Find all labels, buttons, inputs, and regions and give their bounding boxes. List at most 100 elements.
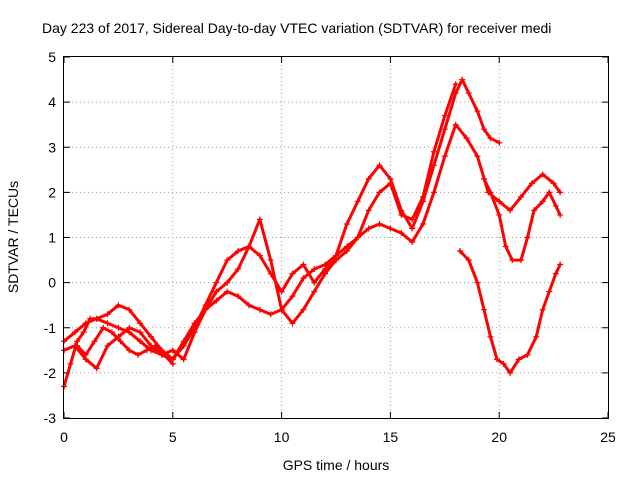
data-point [191,329,198,336]
data-point [480,306,487,313]
data-point [487,135,494,142]
data-point [152,342,159,349]
data-point [117,338,124,345]
data-point [213,288,220,295]
series-4 [457,248,564,376]
data-point [515,356,522,363]
data-point [546,189,553,196]
data-point [524,234,531,241]
data-point [517,257,524,264]
data-point [245,243,252,250]
y-tick-label: 2 [48,184,56,200]
data-point [126,347,133,354]
data-point [387,180,394,187]
data-point [376,220,383,227]
data-point [169,347,176,354]
data-point [398,211,405,218]
data-series [61,76,564,390]
data-point [82,351,89,358]
data-point [465,257,472,264]
series-2 [61,121,564,363]
data-point [502,243,509,250]
data-point [104,320,111,327]
data-point [148,333,155,340]
data-point [409,225,416,232]
data-point [517,193,524,200]
data-point [354,234,361,241]
y-axis-label: SDTVAR / TECUs [5,181,21,293]
data-point [487,189,494,196]
data-point [256,306,263,313]
y-tick-label: 1 [48,230,56,246]
data-point [104,342,111,349]
data-point [126,306,133,313]
data-point [256,216,263,223]
data-point [278,306,285,313]
data-point [507,369,514,376]
data-point [452,81,459,88]
data-point [289,270,296,277]
data-point [531,207,538,214]
data-point [322,270,329,277]
data-point [93,315,100,322]
data-point [267,311,274,318]
data-point [452,121,459,128]
data-point [430,189,437,196]
data-point [557,261,564,268]
data-point [161,351,168,358]
data-point [552,202,559,209]
data-point [180,338,187,345]
data-point [191,320,198,327]
data-point [365,225,372,232]
data-point [108,329,115,336]
data-point [494,356,501,363]
data-point [278,288,285,295]
data-point [398,229,405,236]
data-point [409,239,416,246]
y-tick-label: 3 [48,139,56,155]
data-point [480,126,487,133]
x-tick-label: 20 [491,429,507,445]
data-point [267,257,274,264]
data-point [245,302,252,309]
data-point [71,329,78,336]
series-trace [62,123,562,361]
data-point [459,76,466,83]
data-point [365,207,372,214]
series-6 [74,324,176,367]
data-point [474,153,481,160]
data-point [539,171,546,178]
tick-labels: 0 5 10 15 20 25 -3 -2 -1 0 1 2 3 4 5 [44,49,616,445]
data-point [546,288,553,295]
data-point [557,211,564,218]
data-point [300,306,307,313]
data-point [137,329,144,336]
data-point [365,175,372,182]
x-tick-label: 10 [274,429,290,445]
data-point [235,266,242,273]
data-point [524,351,531,358]
y-tick-label: 4 [48,94,56,110]
data-point [474,279,481,286]
data-point [333,257,339,264]
data-point [311,266,318,273]
data-point [487,333,494,340]
data-point [376,162,383,169]
data-point [354,198,361,205]
data-point [311,279,318,286]
data-point [256,252,263,259]
x-axis-label: GPS time / hours [283,457,390,473]
data-point [457,248,464,255]
data-point [224,257,231,264]
data-point [343,248,350,255]
data-point [137,320,144,327]
data-point [224,279,231,286]
data-point [496,198,503,205]
data-point [441,126,448,133]
data-point [300,275,307,282]
data-point [115,302,122,309]
data-point [67,360,74,367]
data-point [213,279,220,286]
data-point [480,175,487,182]
